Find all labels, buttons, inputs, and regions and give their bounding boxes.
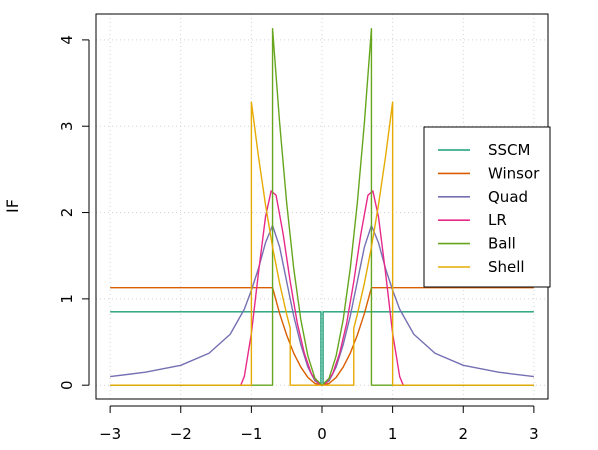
x-tick-label: 0 <box>317 425 327 443</box>
y-tick-label: 3 <box>58 121 76 131</box>
series-lines <box>110 27 534 386</box>
legend-label: SSCM <box>488 141 530 159</box>
legend-box <box>423 126 551 288</box>
x-tick-label: −2 <box>170 425 192 443</box>
x-tick-label: 3 <box>529 425 539 443</box>
y-axis: 0 1 2 3 4 <box>58 35 90 390</box>
x-axis: −3 −2 −1 0 1 2 3 <box>99 405 539 443</box>
y-tick-label: 0 <box>58 380 76 390</box>
x-tick-label: −3 <box>99 425 121 443</box>
y-tick-label: 1 <box>58 294 76 304</box>
y-tick-label: 4 <box>58 35 76 45</box>
x-tick-label: 2 <box>458 425 468 443</box>
x-tick-label: 1 <box>388 425 398 443</box>
legend-label: Ball <box>488 235 516 253</box>
legend-label: Quad <box>488 188 528 206</box>
x-tick-label: −1 <box>240 425 262 443</box>
legend: SSCM Winsor Quad LR Ball Shell <box>423 126 551 288</box>
legend-label: Shell <box>488 258 525 276</box>
y-tick-label: 2 <box>58 208 76 218</box>
legend-label: LR <box>488 211 507 229</box>
legend-label: Winsor <box>488 164 540 182</box>
series-line-shell <box>110 101 534 386</box>
y-axis-title: IF <box>3 199 22 213</box>
